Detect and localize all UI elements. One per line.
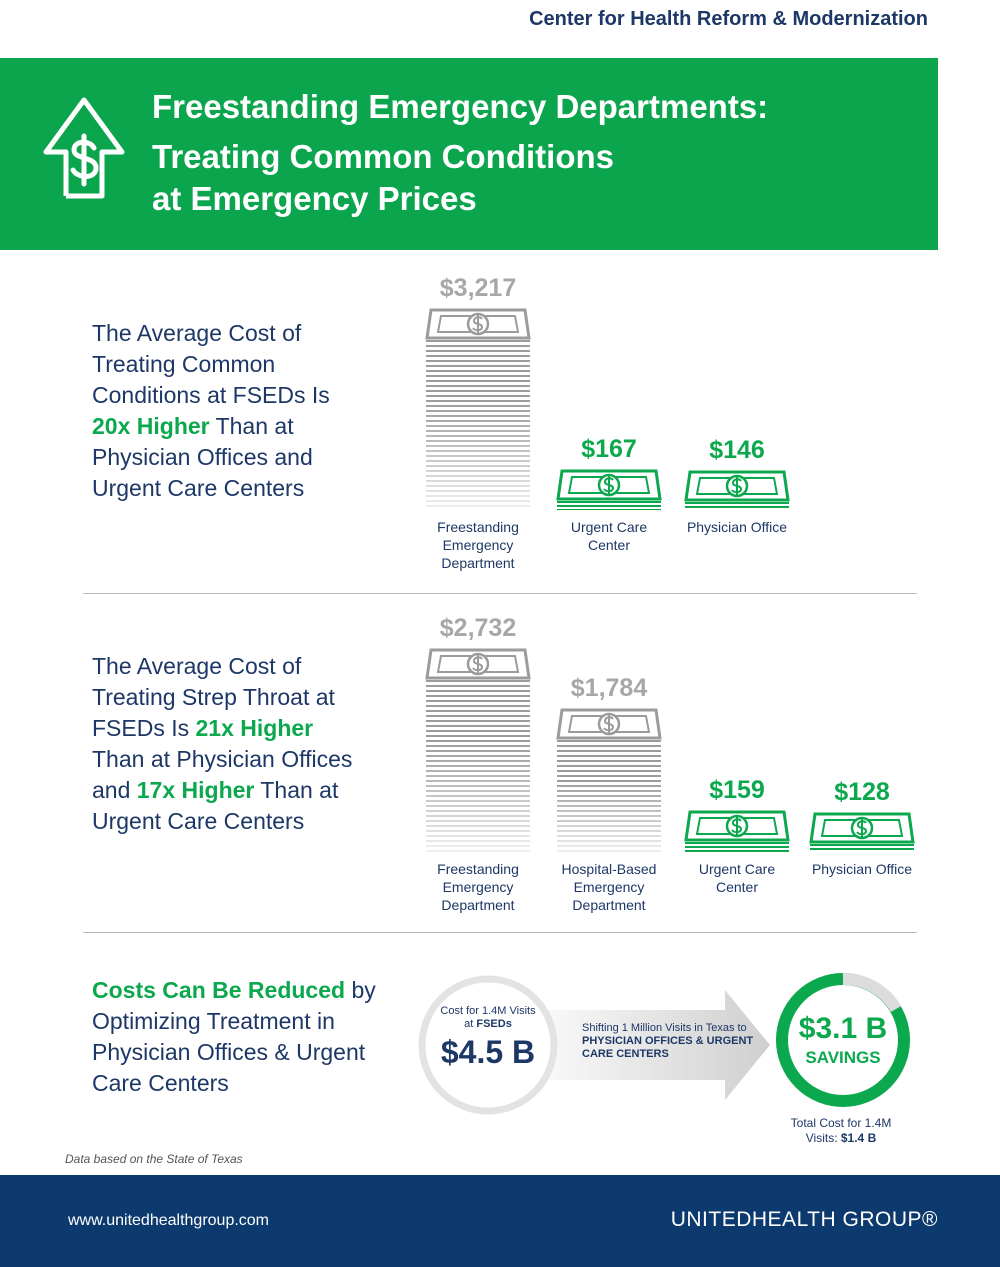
category-label: Physician Office [686,519,788,535]
bill-inner [567,714,651,733]
money-icon-wrap [425,647,531,681]
bill-inner [695,477,779,496]
bar [557,501,661,510]
text-segment: $1.4 B [840,1131,877,1145]
savings-amount: $3.1 B [798,1012,888,1045]
category-label: Hospital-Based Emergency Department [561,861,657,913]
category-label: Freestanding Emergency Department [437,519,519,571]
title-line: Treating Common Conditions [152,138,614,175]
bill-inner [567,476,651,495]
text-segment: Than at Urgent Care Centers [92,777,339,834]
text-segment: by Optimizing Treatment in Physician Off… [92,977,376,1096]
house-icon [43,97,125,199]
title-line: Freestanding Emergency Departments: [152,88,769,125]
dollar-symbol [472,315,484,333]
bar [557,739,661,852]
value-label: $3,217 [439,274,517,302]
money-icon [556,469,662,501]
text-segment: 17x Higher [136,777,255,803]
note: Data based on the State of Texas [65,1152,243,1166]
category-label: Urgent Care Center [570,519,648,553]
bill-inner [436,315,520,333]
text-segment: 20x Higher [92,413,210,439]
money-icon [425,648,531,680]
savings-graphic [418,972,910,1115]
savings-label: SAVINGS [805,1048,881,1067]
money-icon [556,708,662,740]
text-segment: Costs Can Be Reduced [92,977,346,1003]
arrow [540,990,770,1100]
money-icon-wrap [556,707,662,741]
text-segment: Cost for 1.4M Visits at [440,1005,536,1030]
text-segment: PHYSICIAN OFFICES & URGENT CARE CENTERS [582,1035,754,1060]
dollar-symbol [70,133,99,187]
text-segment: FSEDs [476,1018,512,1030]
text-segment: Than at Physician Offices and [92,746,353,803]
category-label: Freestanding Emergency Department [437,861,519,913]
text-segment: The Average Cost of Treating Common Cond… [92,320,330,408]
text-segment: 21x Higher [195,715,314,741]
footer-url: www.unitedhealthgroup.com [68,1212,270,1229]
bar [685,841,789,852]
dollar-symbol [472,655,484,673]
value-label: $2,732 [439,614,517,642]
bill-inner [436,655,520,673]
section-heading: The Average Cost of Treating Common Cond… [92,318,367,504]
banner [0,58,938,250]
money-icon-wrap [809,811,915,845]
cost-amount: $4.5 B [440,1034,536,1070]
bar [810,843,914,852]
money-icon [684,810,790,842]
value-label: $159 [709,775,765,804]
cost-caption: Cost for 1.4M Visits at FSEDs [438,1005,538,1031]
cost-circle [418,975,558,1115]
house-outline [43,97,125,199]
bill-inner [695,816,779,835]
total-caption: Total Cost for 1.4M Visits: $1.4 B [776,1116,906,1146]
value-label: $1,784 [570,673,648,702]
text-segment: Total Cost for 1.4M Visits: [790,1116,892,1145]
value-label: $167 [581,435,637,464]
money-icon [425,308,531,340]
dollar-symbol [731,477,743,496]
section-heading: The Average Cost of Treating Strep Throa… [92,651,367,837]
money-icon [684,470,790,502]
money-icon-wrap [684,809,790,843]
dollar-symbol [603,476,615,495]
divider [83,932,917,933]
bar [426,340,530,510]
text-segment: Than at Physician Offices and Urgent Car… [92,413,313,501]
section-heading: Costs Can Be Reduced by Optimizing Treat… [92,975,392,1099]
dollar-symbol [856,818,868,837]
money-icon-wrap [684,469,790,503]
money-icon-wrap [425,307,531,341]
value-label: $146 [709,436,765,465]
bill-inner [820,818,904,837]
divider [83,593,917,594]
shift-text: Shifting 1 Million Visits in Texas to PH… [582,1022,757,1061]
logo: UNITEDHEALTH GROUP® [670,1208,938,1231]
category-label: Urgent Care Center [698,861,776,895]
footer [0,1175,1000,1267]
dollar-symbol [731,816,743,835]
value-label: $128 [834,777,890,806]
text-segment: Shifting 1 Million Visits in Texas to [582,1022,747,1034]
category-label: Physician Office [811,861,913,877]
savings-ring-gap [842,972,902,1013]
money-icon-wrap [556,468,662,502]
bar [426,680,530,852]
text-segment: The Average Cost of Treating Strep Throa… [92,653,335,741]
bar [685,502,789,510]
organization: Center for Health Reform & Modernization [529,8,928,30]
title-line: at Emergency Prices [152,180,477,217]
money-icon [809,812,915,844]
dollar-symbol [603,714,615,733]
